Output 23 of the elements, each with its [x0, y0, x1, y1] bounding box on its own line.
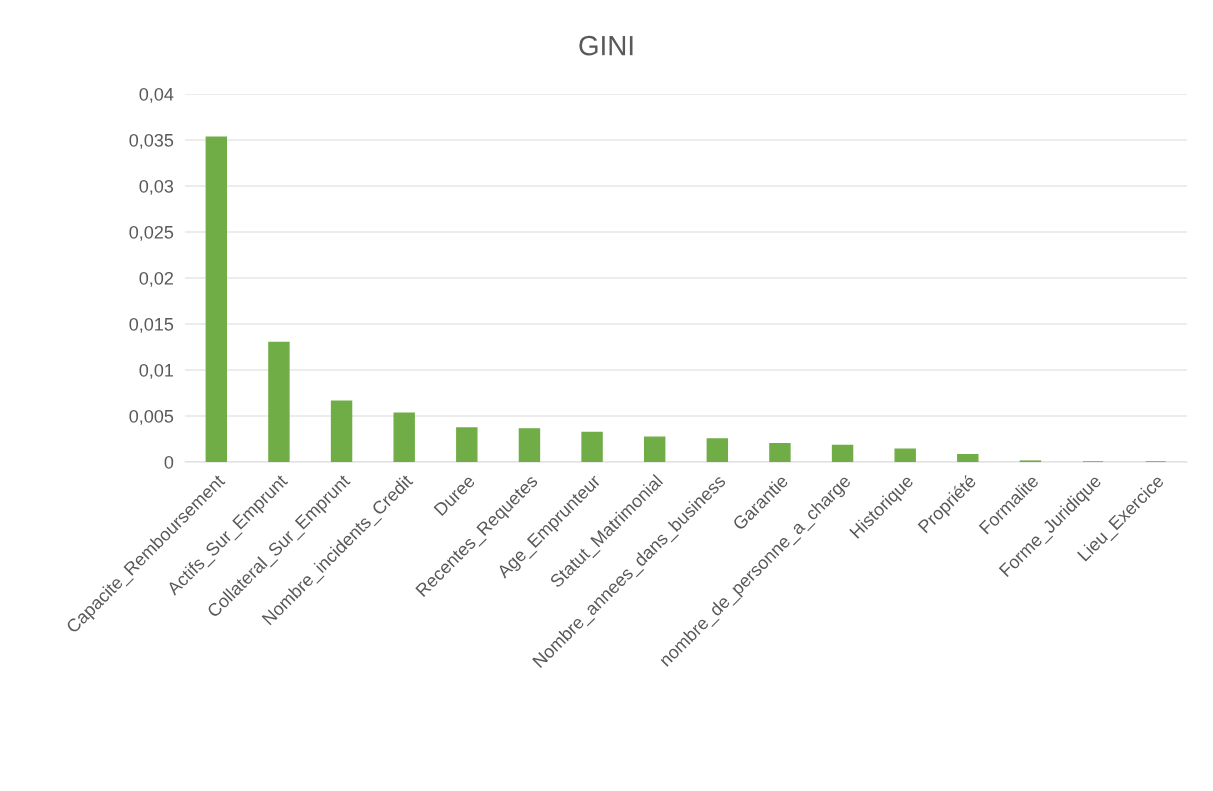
bar [330, 400, 353, 462]
y-tick-label: 0,035 [129, 133, 174, 149]
bar [831, 444, 854, 462]
y-tick-label: 0,025 [129, 225, 174, 241]
y-tick-label: 0,015 [129, 317, 174, 333]
y-tick-label: 0,01 [139, 363, 174, 379]
y-tick-label: 0,03 [139, 179, 174, 195]
bar [957, 453, 979, 462]
bar [643, 436, 666, 462]
bar [205, 136, 228, 462]
bar [706, 438, 729, 462]
y-tick-label: 0,02 [139, 271, 173, 287]
bar [518, 428, 541, 462]
bar [894, 448, 916, 462]
bar [268, 341, 290, 462]
bar [456, 427, 478, 462]
y-tick-label: 0,005 [129, 409, 174, 425]
y-tick-label: 0,04 [139, 87, 174, 103]
chart-title: GINI [579, 35, 633, 56]
y-tick-label: 0 [164, 455, 174, 469]
bar [769, 442, 791, 462]
bar [393, 412, 415, 462]
bar [581, 431, 603, 462]
